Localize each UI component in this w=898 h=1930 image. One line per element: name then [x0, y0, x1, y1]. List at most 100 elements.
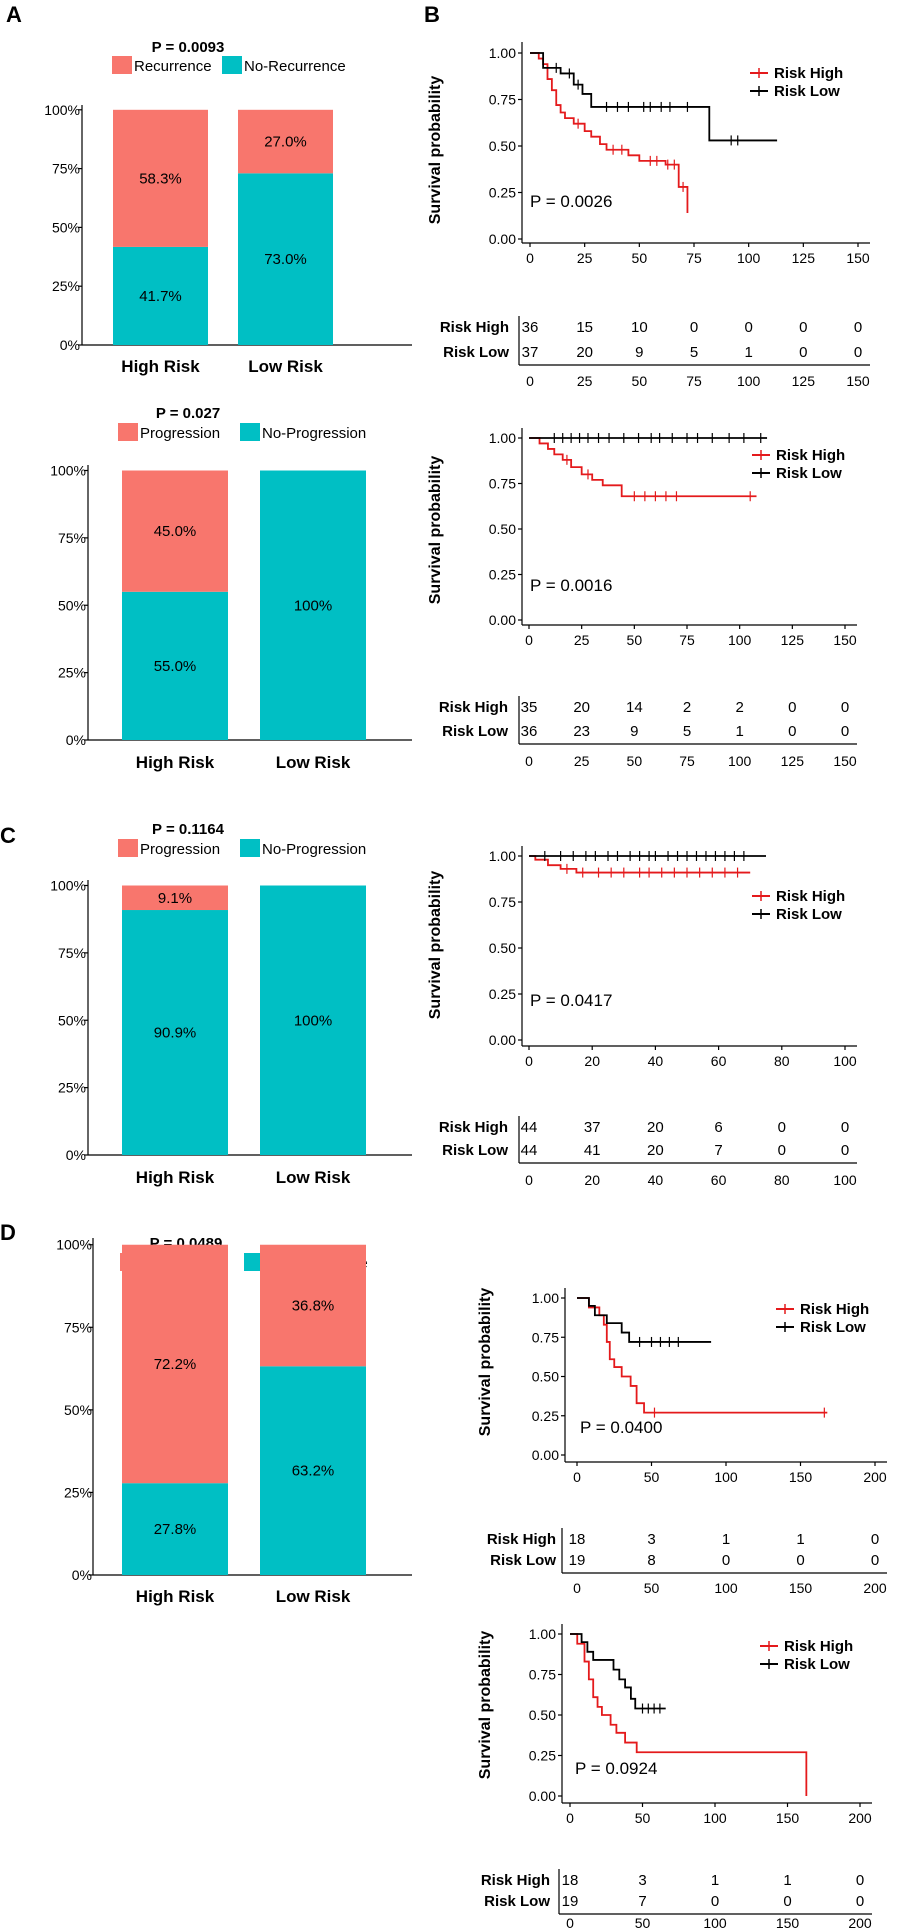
bar-segment-event: [122, 1244, 228, 1484]
bar-segment-no-event: [238, 173, 333, 345]
risk-table-count: 0: [799, 344, 807, 361]
risk-table-count: 0: [854, 319, 862, 336]
survival-curve-risk-low: [577, 1297, 712, 1343]
bar-value-label: 90.9%: [154, 1025, 197, 1042]
legend-key-no-event: [244, 1253, 264, 1271]
risk-table-count: 0: [788, 699, 796, 716]
chart-title: P = 0.027: [156, 405, 220, 422]
x-tick-label: 0: [525, 632, 533, 648]
p-value: P = 0.0417: [530, 991, 612, 1010]
risk-table-count: 0: [690, 319, 698, 336]
risk-table-count: 0: [841, 699, 849, 716]
y-tick-label: 100%: [50, 463, 86, 479]
x-tick-label: 100: [728, 632, 752, 648]
y-tick-label: 0.00: [489, 231, 516, 247]
legend-label: No-Progression: [262, 425, 366, 442]
risk-table-label-high: Risk High: [439, 1119, 508, 1136]
km-chart-1: Survival probability 0.00 0.25 0.50 0.75 1.00…: [427, 42, 870, 389]
x-tick-label: 150: [789, 1469, 813, 1485]
x-tick-label: 125: [781, 632, 805, 648]
y-tick-label: 50%: [52, 219, 80, 235]
y-tick-label: 0.50: [489, 138, 516, 154]
risk-table-count: 3: [638, 1872, 646, 1889]
risk-table-x-tick-label: 25: [577, 373, 593, 389]
y-tick-label: 0.25: [489, 986, 516, 1002]
legend-label: Risk Low: [784, 1656, 850, 1673]
y-tick-label: 0%: [66, 732, 86, 748]
y-tick-label: 0.00: [532, 1447, 559, 1463]
bar-segment-event: [113, 109, 208, 247]
risk-table-label-low: Risk Low: [484, 1893, 550, 1910]
legend-key-no-event: [222, 56, 242, 74]
risk-table-label-low: Risk Low: [443, 344, 509, 361]
risk-table-x-tick-label: 0: [566, 1915, 574, 1930]
risk-table-count: 6: [714, 1119, 722, 1136]
y-tick-label: 0.75: [529, 1667, 556, 1683]
x-tick-label: 25: [577, 250, 593, 266]
legend-label: Risk High: [784, 1638, 853, 1655]
km-chart-5: Survival probability 0.00 0.25 0.50 0.75 1.00…: [477, 1624, 872, 1930]
y-tick-label: 0.50: [529, 1707, 556, 1723]
risk-table-x-tick-label: 100: [714, 1580, 738, 1596]
bar-value-label: 100%: [294, 597, 332, 614]
x-tick-label: 40: [648, 1053, 664, 1069]
risk-table-count: 44: [521, 1142, 538, 1159]
p-value: P = 0.0016: [530, 576, 612, 595]
risk-table-count: 0: [799, 319, 807, 336]
y-tick-label: 1.00: [489, 45, 516, 61]
panel-letter-c: C: [0, 823, 16, 848]
x-tick-label: 0: [566, 1810, 574, 1826]
y-tick-label: 25%: [58, 665, 86, 681]
y-tick-label: 25%: [64, 1484, 92, 1500]
y-tick-label: 0%: [66, 1147, 86, 1163]
risk-table-count: 9: [630, 723, 638, 740]
risk-table-x-tick-label: 100: [728, 753, 752, 769]
risk-table-x-tick-label: 125: [792, 373, 816, 389]
risk-table-label-high: Risk High: [439, 699, 508, 716]
risk-table-count: 0: [841, 1142, 849, 1159]
x-tick-label: 100: [703, 1810, 727, 1826]
risk-table-x-tick-label: 100: [737, 373, 761, 389]
category-label: High Risk: [136, 753, 215, 772]
x-tick-label: 75: [679, 632, 695, 648]
risk-table-x-tick-label: 50: [644, 1580, 660, 1596]
risk-table-count: 0: [788, 723, 796, 740]
risk-table-count: 0: [722, 1552, 730, 1569]
risk-table-x-tick-label: 50: [627, 753, 643, 769]
y-axis-label: Survival probability: [477, 1288, 494, 1437]
bar-chart-progression-1: P = 0.027 Progression No-Progression 0% 25% 5…: [50, 405, 412, 772]
risk-table-x-tick-label: 100: [833, 1172, 857, 1188]
risk-table-count: 36: [521, 723, 538, 740]
legend-label: No-Recurrence: [244, 58, 346, 75]
risk-table-count: 1: [735, 723, 743, 740]
x-tick-label: 50: [644, 1469, 660, 1485]
p-value: P = 0.0924: [575, 1759, 657, 1778]
bar-segment-no-event: [113, 246, 208, 345]
legend-key-event: [118, 839, 138, 857]
risk-table-count: 5: [690, 344, 698, 361]
y-tick-label: 0.25: [489, 567, 516, 583]
y-tick-label: 25%: [52, 278, 80, 294]
risk-table-count: 0: [871, 1552, 879, 1569]
risk-table-x-tick-label: 75: [686, 373, 702, 389]
category-label: High Risk: [136, 1587, 215, 1606]
y-tick-label: 50%: [58, 597, 86, 613]
risk-table-count: 41: [584, 1142, 601, 1159]
y-tick-label: 0.25: [489, 185, 516, 201]
x-tick-label: 25: [574, 632, 590, 648]
y-tick-label: 0.00: [489, 612, 516, 628]
y-tick-label: 0.75: [532, 1329, 559, 1345]
risk-table-x-tick-label: 80: [774, 1172, 790, 1188]
x-tick-label: 75: [686, 250, 702, 266]
x-tick-label: 100: [714, 1469, 738, 1485]
bar-value-label: 63.2%: [292, 1463, 335, 1480]
risk-table-count: 1: [722, 1531, 730, 1548]
km-chart-2: Survival probability 0.00 0.25 0.50 0.75 1.00…: [427, 428, 857, 769]
bar-segment-no-event: [260, 885, 366, 1155]
survival-curve-risk-high: [529, 855, 751, 874]
risk-table-count: 44: [521, 1119, 538, 1136]
bar-value-label: 100%: [294, 1012, 332, 1029]
x-tick-label: 125: [792, 250, 816, 266]
risk-table-count: 18: [569, 1531, 586, 1548]
